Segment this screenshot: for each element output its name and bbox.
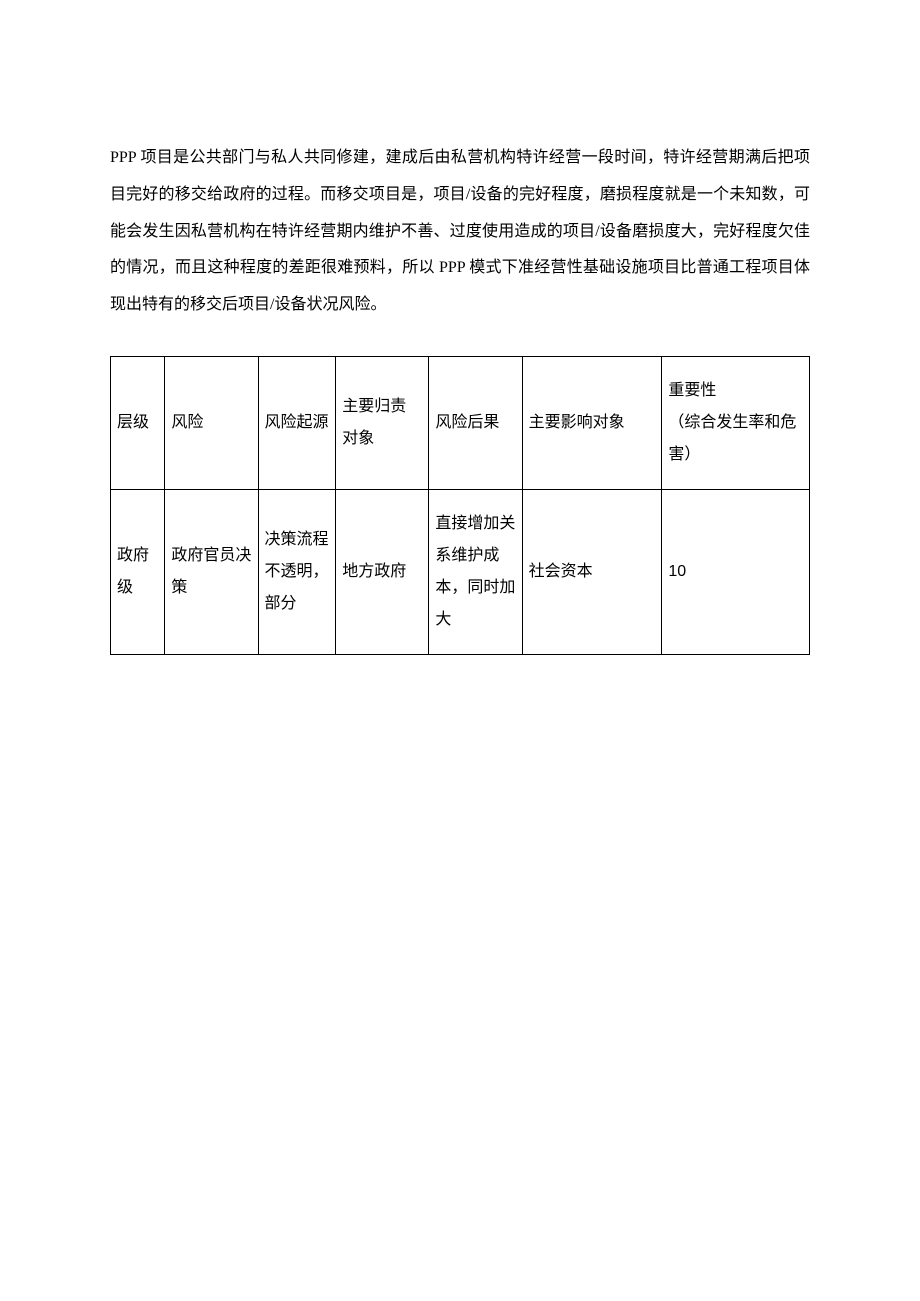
cell-consequence: 直接增加关系维护成本，同时加大 — [429, 489, 522, 654]
header-risk: 风险 — [165, 356, 258, 489]
header-origin: 风险起源 — [258, 356, 336, 489]
header-level: 层级 — [111, 356, 165, 489]
cell-affected: 社会资本 — [522, 489, 662, 654]
header-consequence: 风险后果 — [429, 356, 522, 489]
cell-responsible: 地方政府 — [336, 489, 429, 654]
header-responsible: 主要归责对象 — [336, 356, 429, 489]
cell-origin: 决策流程不透明，部分 — [258, 489, 336, 654]
table-header-row: 层级 风险 风险起源 主要归责对象 风险后果 主要影响对象 重要性（综合发生率和… — [111, 356, 810, 489]
table-row: 政府级 政府官员决策 决策流程不透明，部分 地方政府 直接增加关系维护成本，同时… — [111, 489, 810, 654]
header-importance: 重要性（综合发生率和危害） — [662, 356, 810, 489]
cell-risk: 政府官员决策 — [165, 489, 258, 654]
body-paragraph: PPP 项目是公共部门与私人共同修建，建成后由私营机构特许经营一段时间，特许经营… — [110, 140, 810, 324]
cell-importance: 10 — [662, 489, 810, 654]
header-affected: 主要影响对象 — [522, 356, 662, 489]
risk-table: 层级 风险 风险起源 主要归责对象 风险后果 主要影响对象 重要性（综合发生率和… — [110, 356, 810, 655]
cell-level: 政府级 — [111, 489, 165, 654]
